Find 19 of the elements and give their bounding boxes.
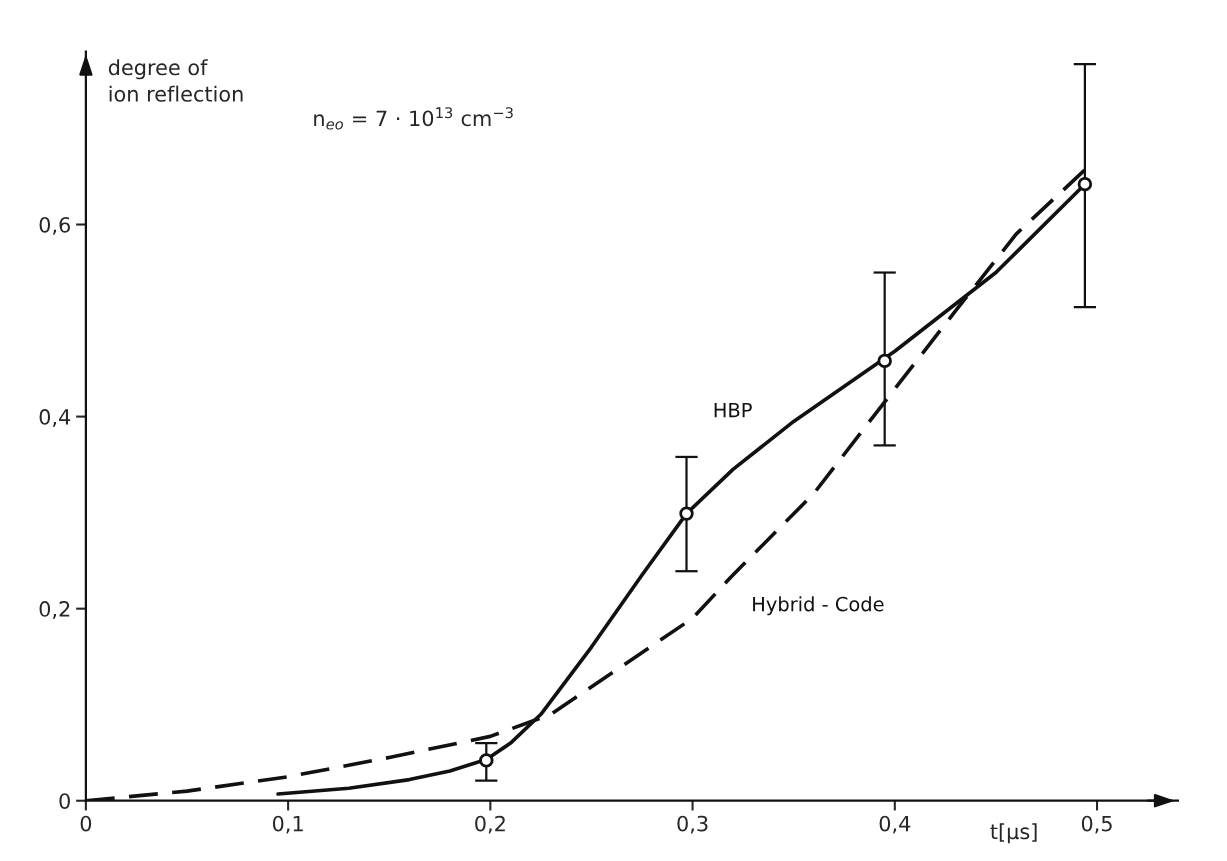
series-label: Hybrid - Code xyxy=(753,596,884,616)
y-tick-label: 0,6 xyxy=(39,216,70,235)
y-tick-label: 0 xyxy=(59,793,70,809)
x-tick-label: 0,1 xyxy=(272,815,303,834)
point xyxy=(1077,176,1093,192)
x-axis-title: t[μs] xyxy=(990,823,1037,844)
x-tick-label: 0,3 xyxy=(677,815,708,834)
y-axis-title: degree of ion reflection xyxy=(108,59,243,102)
y-tick-label: 0,2 xyxy=(39,601,70,619)
x-tick-label: 0,4 xyxy=(879,815,911,834)
series-label: HBP xyxy=(714,402,752,418)
point xyxy=(877,353,892,369)
point xyxy=(679,506,694,521)
x-tick-label: 0,2 xyxy=(475,815,505,834)
x-tick-label: 0 xyxy=(80,815,92,832)
point xyxy=(479,753,494,768)
y-tick-label: 0,4 xyxy=(39,409,71,427)
annotation: n$_{eo}$ = 7 · 10$^{13}$ cm$^{−3}$ xyxy=(314,107,513,130)
x-tick-label: 0,5 xyxy=(1081,815,1112,834)
